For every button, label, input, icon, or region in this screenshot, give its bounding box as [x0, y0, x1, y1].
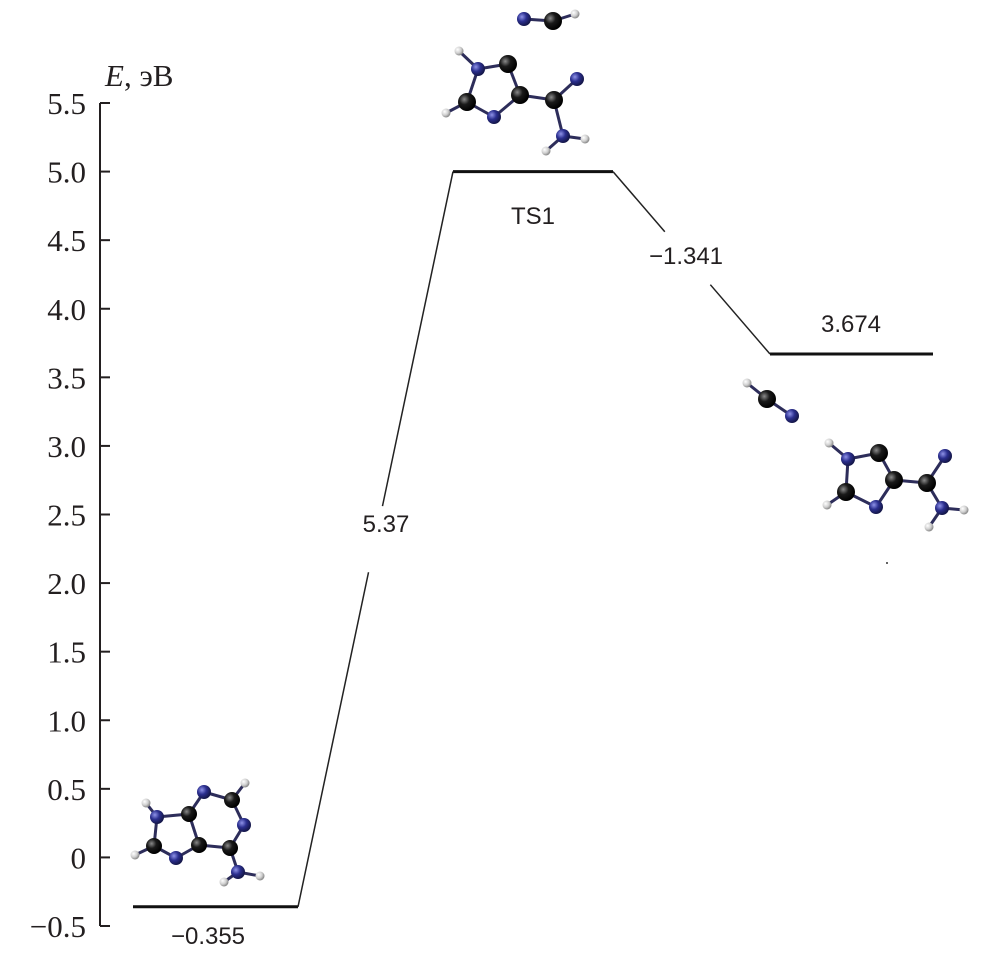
molecule-reactant: [130, 778, 265, 887]
y-tick-label: 3.0: [47, 429, 86, 464]
y-tick-label: 1.5: [47, 635, 86, 670]
y-axis-ticks: 5.5 5.0 4.5 4.0 3.5 3.0 2.5 2.0 1.5 1.0 0.5 0 −0.5: [30, 86, 110, 944]
y-tick-label: 5.5: [47, 86, 86, 121]
y-tick-label: 0: [71, 840, 87, 875]
transition-label-activation: 5.37: [363, 511, 410, 538]
y-tick-label: 5.0: [47, 155, 86, 190]
y-tick-label: 4.0: [47, 292, 86, 327]
y-tick-label: 2.5: [47, 498, 86, 533]
y-tick-label: 3.5: [47, 360, 86, 395]
y-tick-label: 0.5: [47, 772, 86, 807]
transition-label-release: −1.341: [649, 243, 723, 270]
y-axis-unit: , эВ: [124, 58, 173, 93]
connector-reactant-ts1-lower: [297, 572, 370, 907]
level-label-ts1: TS1: [511, 203, 555, 230]
y-tick-label: 2.0: [47, 566, 86, 601]
y-tick-label: −0.5: [30, 909, 86, 944]
level-label-product: 3.674: [821, 311, 881, 338]
molecule-product: [742, 378, 969, 564]
y-axis-symbol: E: [104, 58, 124, 93]
level-label-reactant: −0.355: [171, 923, 245, 950]
molecule-ts1: [441, 9, 590, 156]
y-tick-label: 4.5: [47, 223, 86, 258]
y-axis-title: E, эВ: [104, 58, 173, 93]
y-tick-label: 1.0: [47, 703, 86, 738]
connector-ts1-product-lower: [709, 284, 771, 355]
connector-reactant-ts1-upper: [381, 171, 454, 507]
connector-ts1-product-upper: [612, 171, 666, 233]
